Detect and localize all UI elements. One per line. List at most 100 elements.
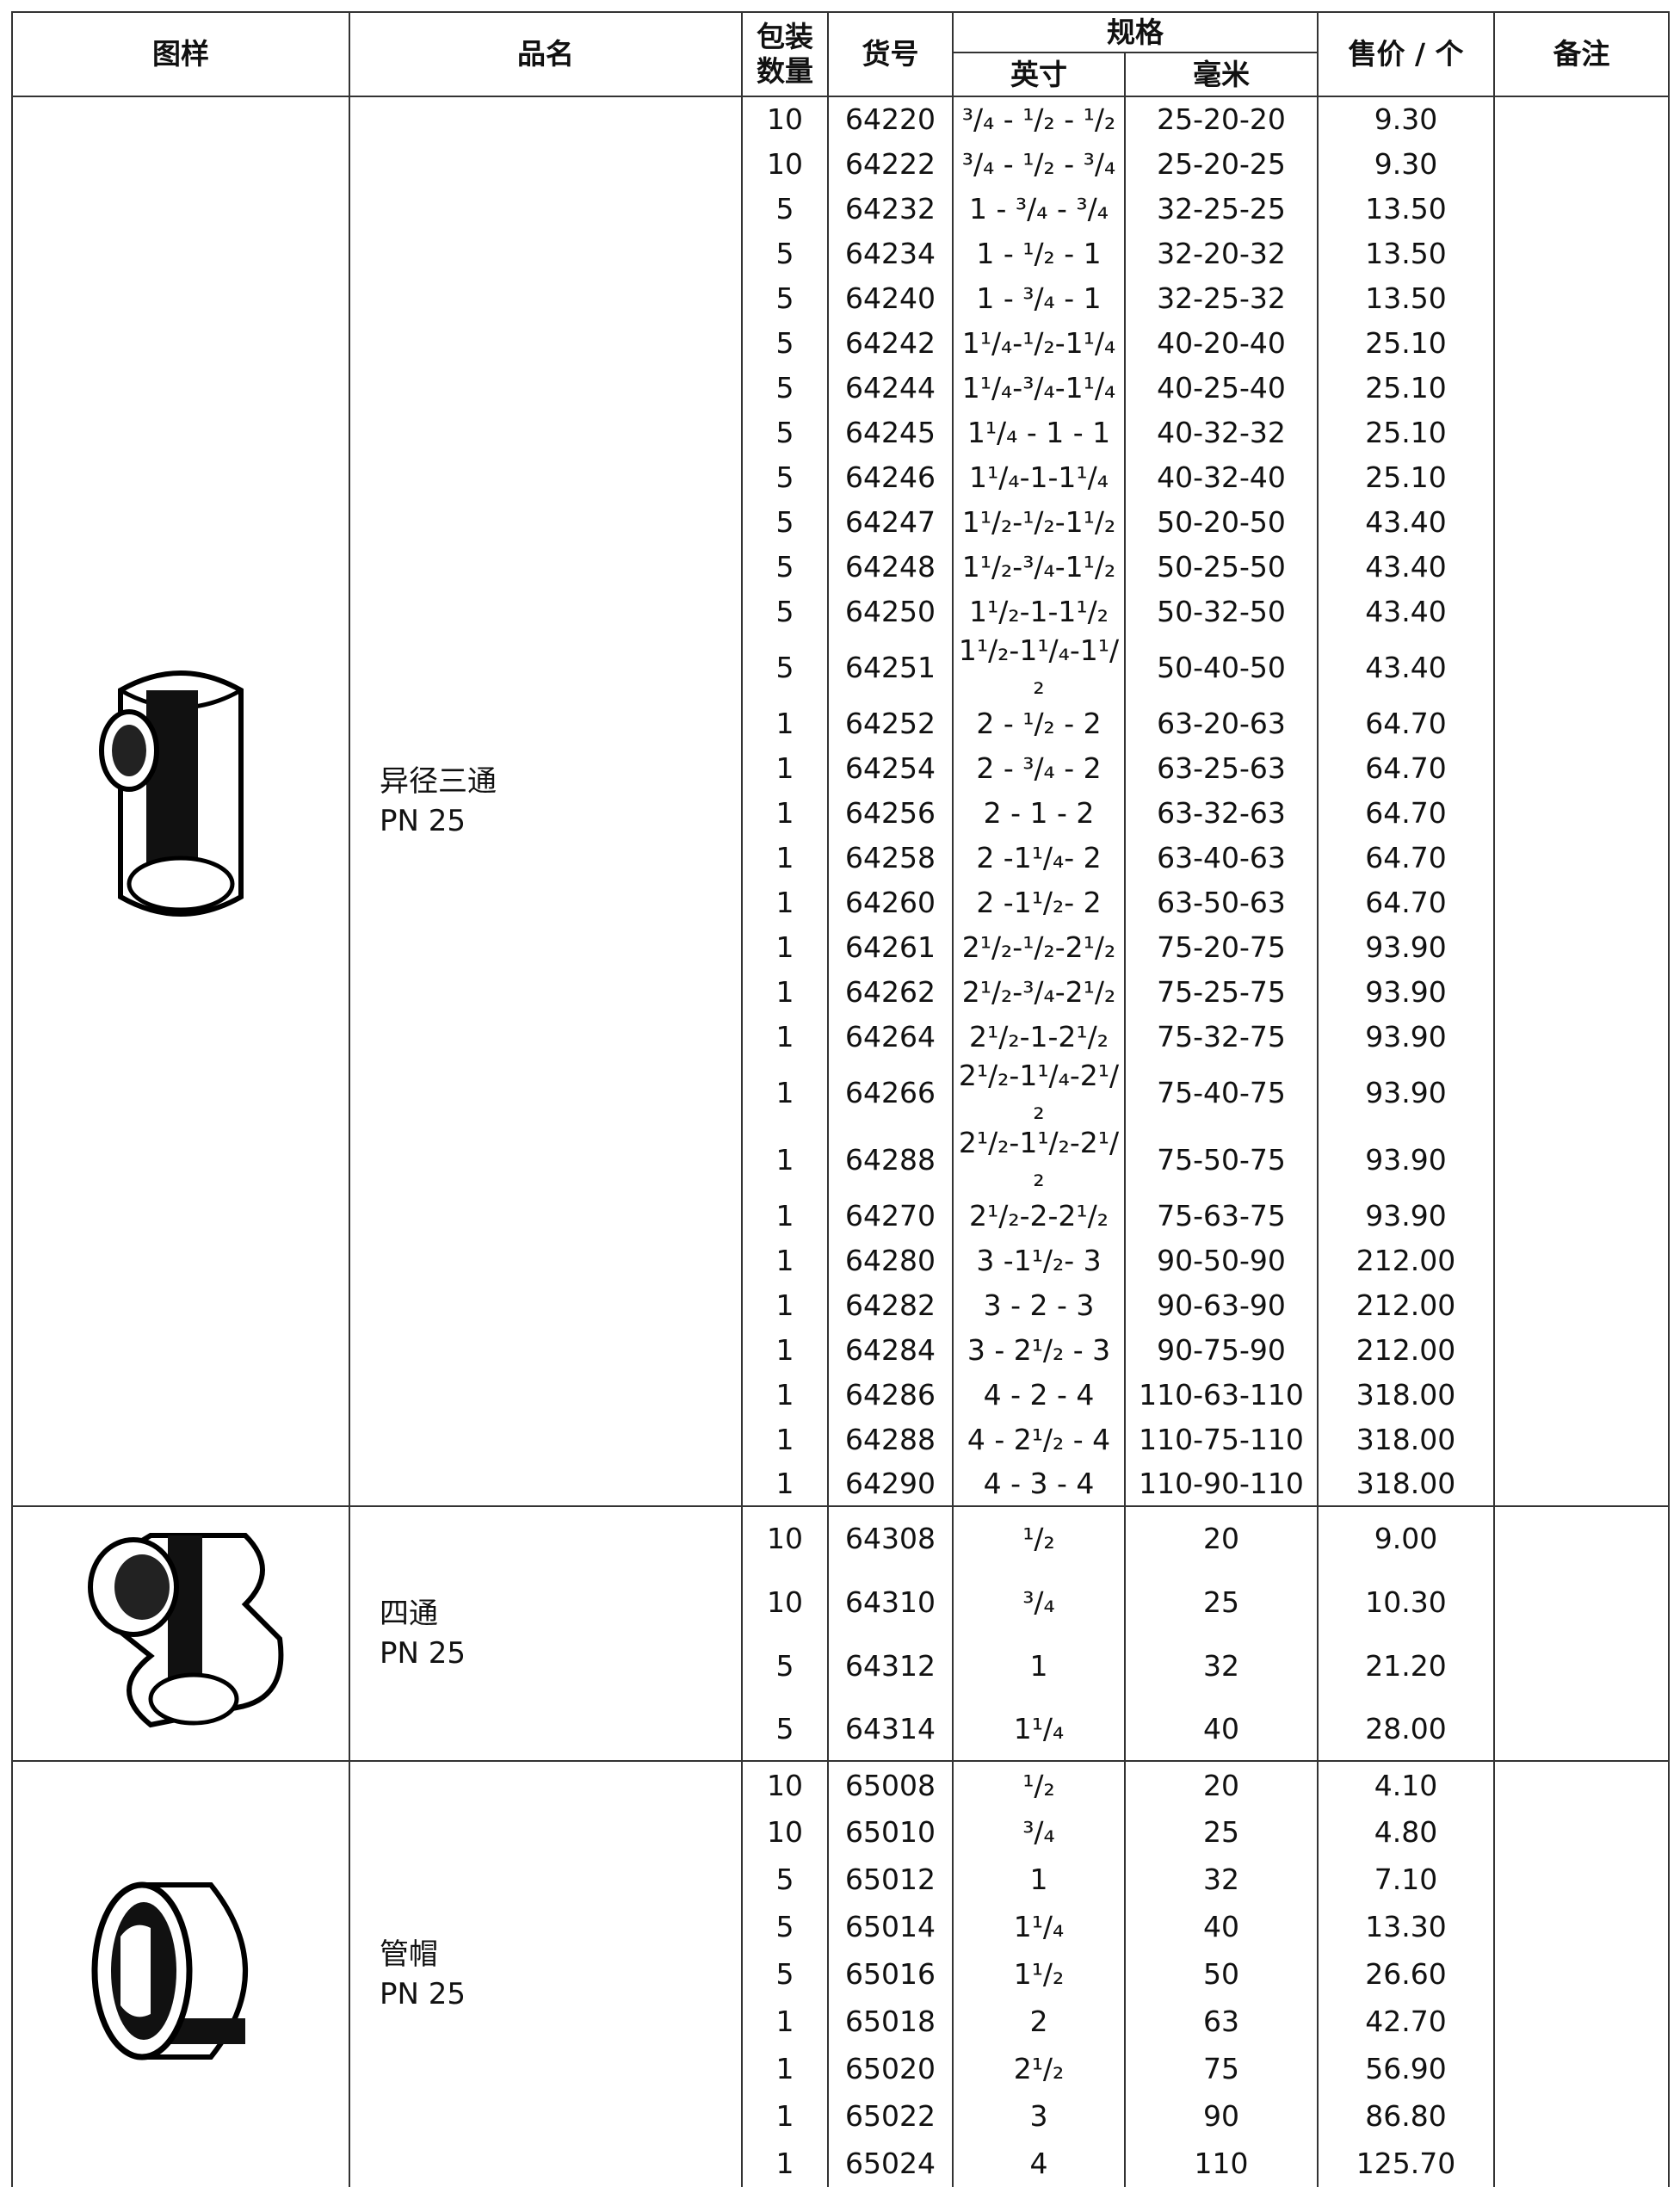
code-cell: 64240: [827, 275, 954, 320]
inch-cell: 1 - ³/₄ - ³/₄: [952, 186, 1126, 231]
mm-cell: 40: [1124, 1903, 1319, 1950]
table-row: 1 64288 4 - 2¹/₂ - 4 110-75-110 318.00: [12, 1417, 1669, 1461]
mm-cell: 20: [1124, 1505, 1319, 1570]
code-cell: 64288: [827, 1126, 954, 1193]
mm-cell: 110-90-110: [1124, 1461, 1319, 1506]
inch-cell: 1: [952, 1634, 1126, 1697]
inch-cell: 2¹/₂-2-2¹/₂: [952, 1193, 1126, 1238]
pack-cell: 1: [741, 701, 829, 745]
price-cell: 93.90: [1317, 1014, 1495, 1059]
mm-cell: 25: [1124, 1808, 1319, 1856]
mm-cell: 32: [1124, 1856, 1319, 1903]
pack-cell: 10: [741, 141, 829, 186]
mm-cell: 75-32-75: [1124, 1014, 1319, 1059]
mm-cell: 110-75-110: [1124, 1417, 1319, 1461]
pack-cell: 1: [741, 2092, 829, 2140]
price-cell: 93.90: [1317, 1193, 1495, 1238]
table-row: 10 65010 ³/₄ 25 4.80: [12, 1808, 1669, 1856]
pack-cell: 1: [741, 1193, 829, 1238]
table-row: 1 64290 4 - 3 - 4 110-90-110 318.00: [12, 1461, 1669, 1506]
header-remark: 备注: [1493, 11, 1670, 97]
product-name-cell: 四通 PN 25: [349, 1505, 743, 1761]
tee-icon: [99, 670, 244, 917]
price-cell: 212.00: [1317, 1327, 1495, 1372]
inch-cell: 1 - ³/₄ - 1: [952, 275, 1126, 320]
inch-cell: 1¹/₂-³/₄-1¹/₂: [952, 544, 1126, 589]
price-cell: 42.70: [1317, 1998, 1495, 2045]
inch-cell: 1¹/₄-1-1¹/₄: [952, 454, 1126, 499]
mm-cell: 40-32-40: [1124, 454, 1319, 499]
mm-cell: 75-25-75: [1124, 969, 1319, 1014]
pack-cell: 1: [741, 1238, 829, 1282]
code-cell: 64282: [827, 1282, 954, 1327]
inch-cell: 4 - 2 - 4: [952, 1372, 1126, 1417]
price-cell: 318.00: [1317, 1372, 1495, 1417]
inch-cell: 1 - ¹/₂ - 1: [952, 231, 1126, 275]
code-cell: 65008: [827, 1760, 954, 1808]
inch-cell: 1¹/₄: [952, 1697, 1126, 1761]
mm-cell: 32-25-25: [1124, 186, 1319, 231]
pack-cell: 5: [741, 1950, 829, 1998]
price-cell: 13.50: [1317, 275, 1495, 320]
pack-cell: 5: [741, 499, 829, 544]
header-spec: 规格: [952, 11, 1319, 53]
product-rating: PN 25: [380, 1977, 466, 2011]
header-code: 货号: [827, 11, 954, 97]
mm-cell: 75-20-75: [1124, 924, 1319, 969]
price-cell: 93.90: [1317, 1059, 1495, 1126]
inch-cell: ³/₄ - ¹/₂ - ¹/₂: [952, 96, 1126, 141]
mm-cell: 40-25-40: [1124, 365, 1319, 410]
code-cell: 64250: [827, 589, 954, 633]
table-row: 5 64314 1¹/₄ 40 28.00: [12, 1697, 1669, 1761]
code-cell: 64288: [827, 1417, 954, 1461]
price-cell: 64.70: [1317, 790, 1495, 835]
price-cell: 43.40: [1317, 633, 1495, 701]
picture-cell: [11, 1505, 350, 1761]
inch-cell: 1¹/₂-1-1¹/₂: [952, 589, 1126, 633]
mm-cell: 20: [1124, 1760, 1319, 1808]
table-row: 1 64252 2 - ¹/₂ - 2 63-20-63 64.70: [12, 701, 1669, 745]
mm-cell: 63-50-63: [1124, 880, 1319, 924]
inch-cell: 2: [952, 1998, 1126, 2045]
code-cell: 64256: [827, 790, 954, 835]
inch-cell: 1¹/₄-³/₄-1¹/₄: [952, 365, 1126, 410]
mm-cell: 25-20-20: [1124, 96, 1319, 141]
mm-cell: 63-40-63: [1124, 835, 1319, 880]
price-cell: 7.10: [1317, 1856, 1495, 1903]
pack-cell: 1: [741, 1461, 829, 1506]
table-row: 1 64282 3 - 2 - 3 90-63-90 212.00: [12, 1282, 1669, 1327]
mm-cell: 110-63-110: [1124, 1372, 1319, 1417]
pack-cell: 1: [741, 2140, 829, 2187]
inch-cell: ³/₄: [952, 1570, 1126, 1634]
price-cell: 318.00: [1317, 1461, 1495, 1506]
pack-cell: 5: [741, 454, 829, 499]
code-cell: 65016: [827, 1950, 954, 1998]
mm-cell: 50-32-50: [1124, 589, 1319, 633]
code-cell: 64242: [827, 320, 954, 365]
code-cell: 64234: [827, 231, 954, 275]
inch-cell: 2 -1¹/₂- 2: [952, 880, 1126, 924]
code-cell: 64222: [827, 141, 954, 186]
inch-cell: 2 - ³/₄ - 2: [952, 745, 1126, 790]
code-cell: 65024: [827, 2140, 954, 2187]
pack-cell: 10: [741, 1570, 829, 1634]
pack-cell: 1: [741, 1014, 829, 1059]
pack-cell: 5: [741, 544, 829, 589]
code-cell: 64244: [827, 365, 954, 410]
mm-cell: 90: [1124, 2092, 1319, 2140]
pack-cell: 1: [741, 1327, 829, 1372]
pack-cell: 1: [741, 2045, 829, 2092]
table-row: 5 64247 1¹/₂-¹/₂-1¹/₂ 50-20-50 43.40: [12, 499, 1669, 544]
picture-cell: [11, 1760, 350, 2187]
code-cell: 64284: [827, 1327, 954, 1372]
table-row: 1 64288 2¹/₂-1¹/₂-2¹/₂ 75-50-75 93.90: [12, 1126, 1669, 1193]
table-row: 5 65014 1¹/₄ 40 13.30: [12, 1903, 1669, 1950]
code-cell: 65010: [827, 1808, 954, 1856]
inch-cell: 2 -1¹/₄- 2: [952, 835, 1126, 880]
mm-cell: 50-40-50: [1124, 633, 1319, 701]
pack-cell: 5: [741, 320, 829, 365]
mm-cell: 40-32-32: [1124, 410, 1319, 454]
inch-cell: 1¹/₄ - 1 - 1: [952, 410, 1126, 454]
pack-cell: 1: [741, 969, 829, 1014]
price-cell: 318.00: [1317, 1417, 1495, 1461]
